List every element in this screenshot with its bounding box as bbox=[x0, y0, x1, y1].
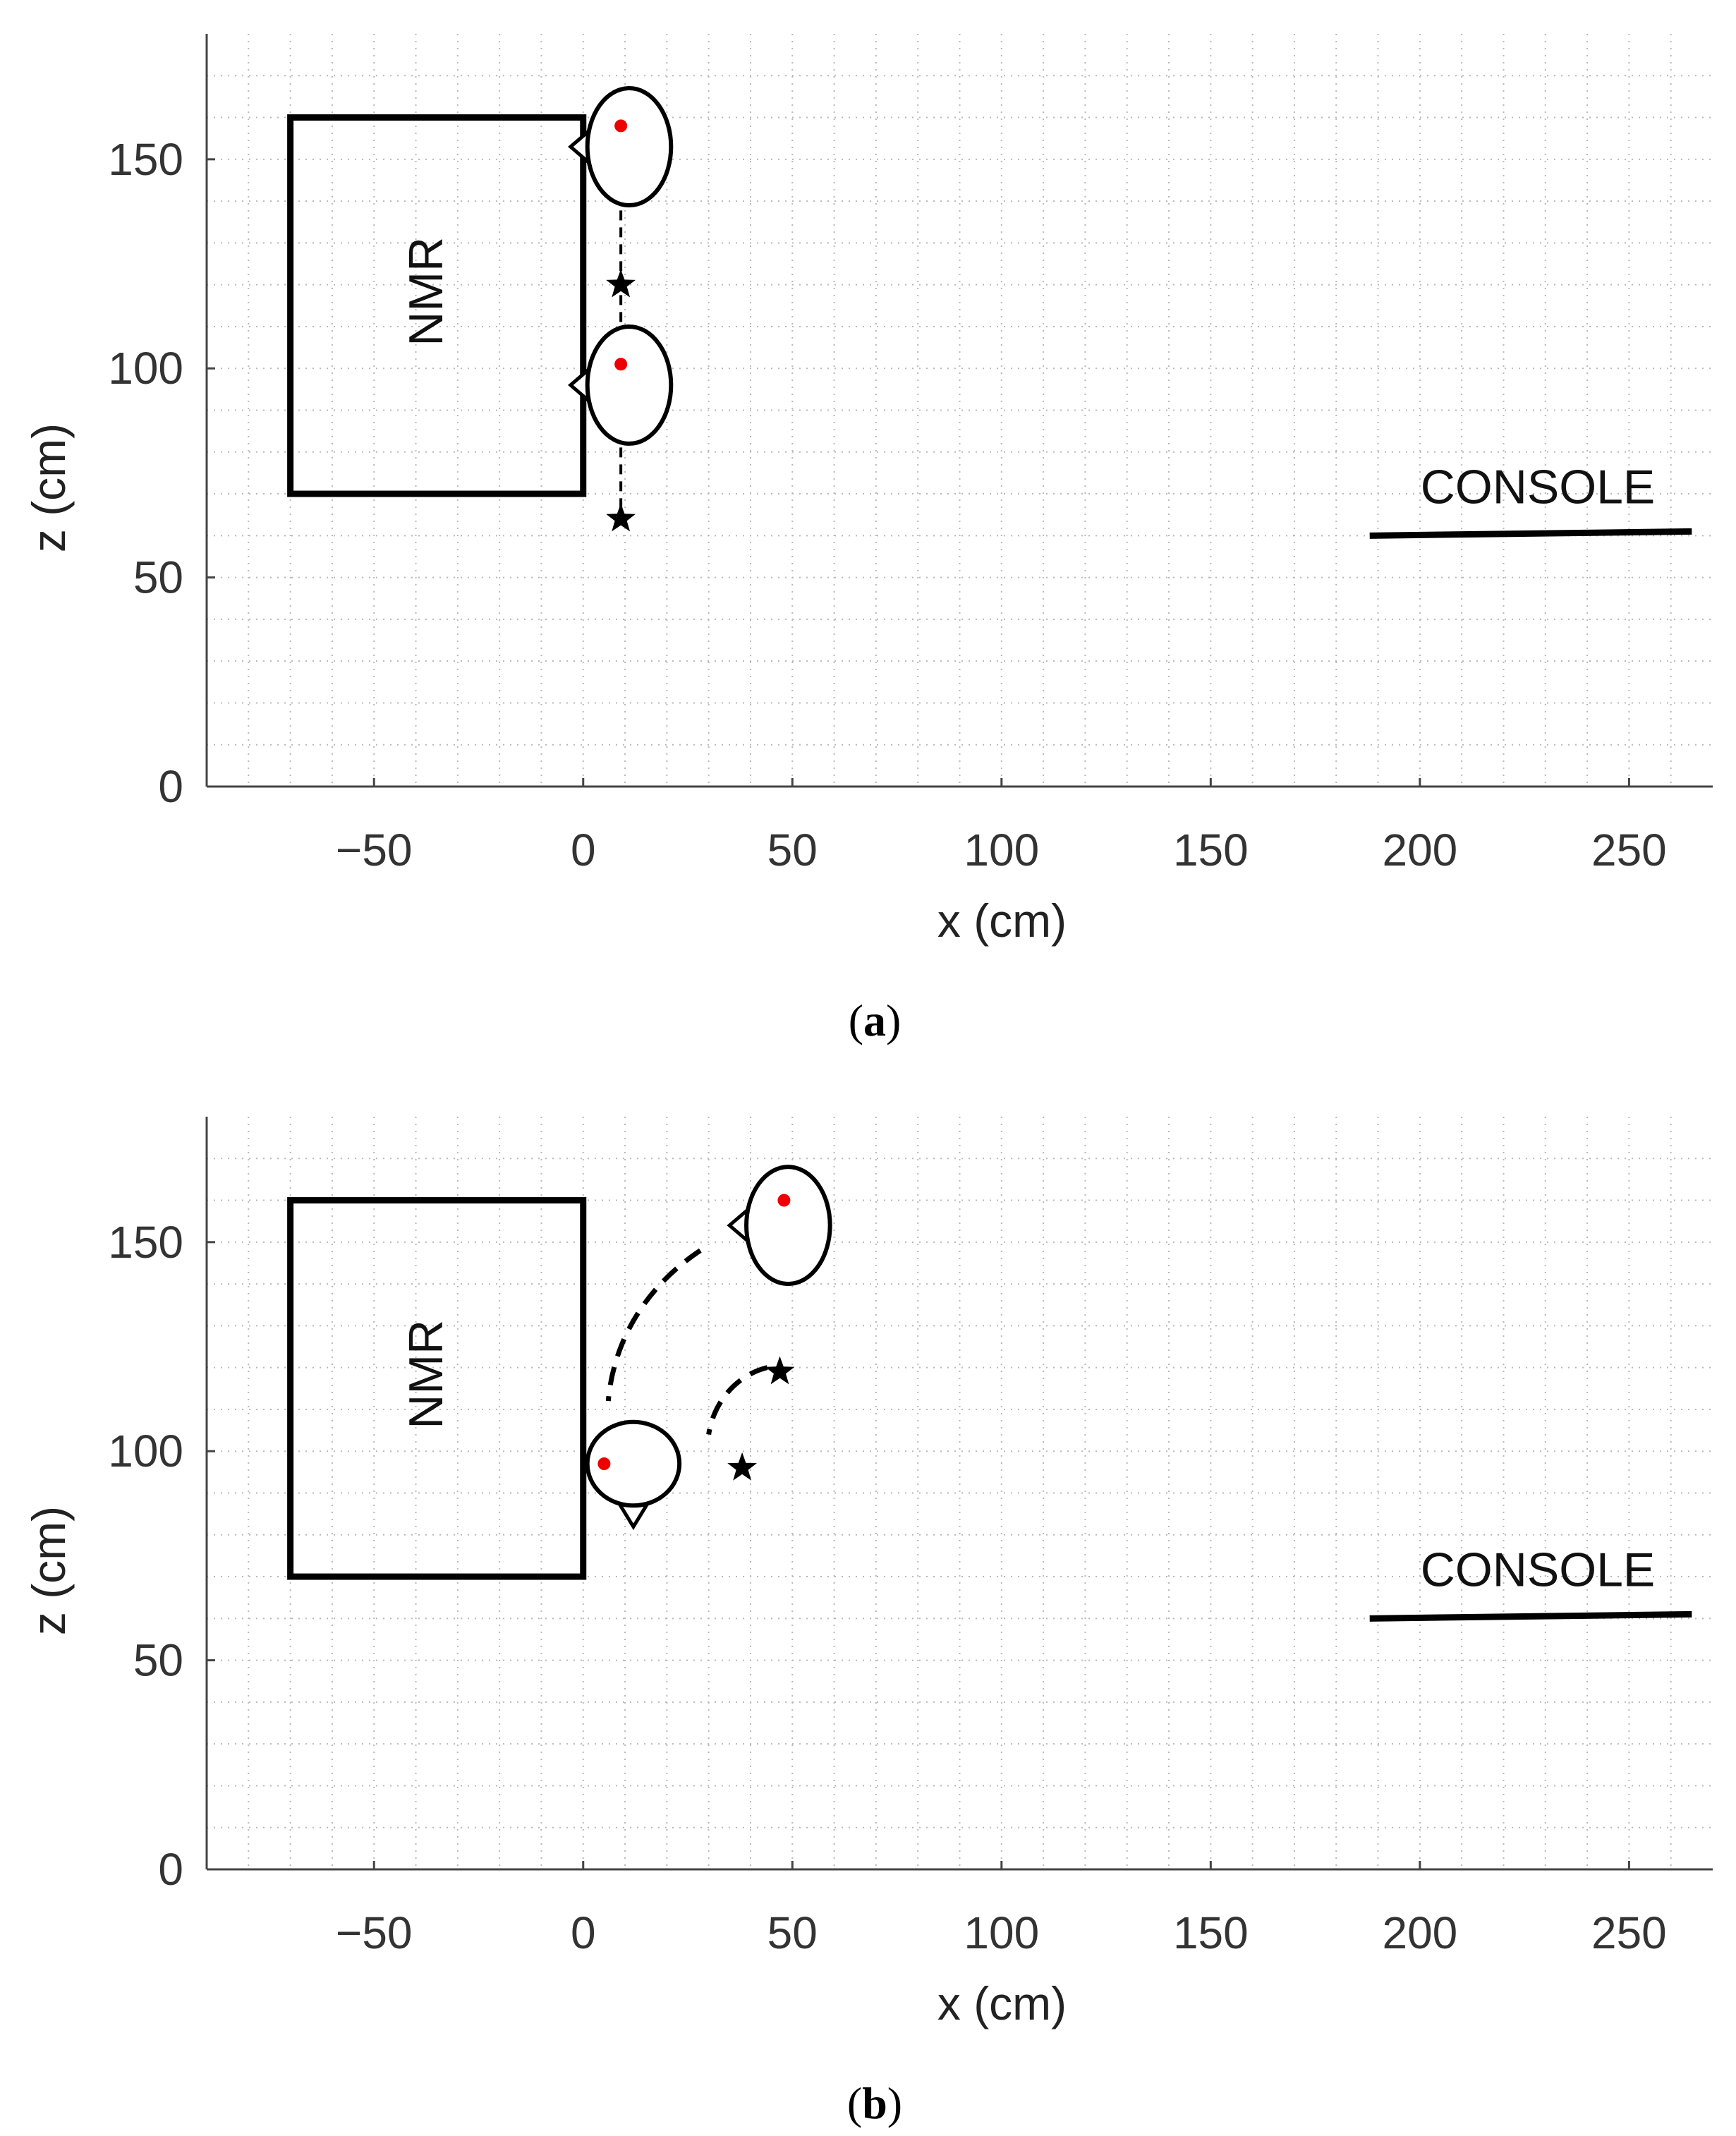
head-ellipse bbox=[585, 324, 674, 446]
sensor-dot bbox=[597, 1457, 611, 1471]
trajectory-path bbox=[706, 1365, 768, 1436]
x-tick-label: 200 bbox=[1382, 825, 1457, 875]
x-tick-label: 200 bbox=[1382, 1907, 1457, 1958]
operator-head bbox=[567, 324, 674, 446]
nmr-magnet bbox=[287, 1197, 587, 1580]
x-tick-label: 50 bbox=[767, 1907, 818, 1958]
operator-head bbox=[567, 86, 674, 208]
panel-b: −50 0 50 100 150 200 250 0 50 100 150 x (cm) z (cm) N… bbox=[23, 1117, 1713, 2128]
x-tick-label: 0 bbox=[571, 1907, 596, 1958]
y-tick-label: 0 bbox=[158, 761, 183, 812]
x-axis-label: x (cm) bbox=[937, 1977, 1067, 2029]
x-tick-label: 50 bbox=[767, 825, 818, 875]
x-tick-label: 0 bbox=[571, 825, 596, 875]
y-axis-label: z (cm) bbox=[23, 423, 75, 552]
y-tick-label: 150 bbox=[108, 1217, 183, 1268]
panel-caption: (a) bbox=[849, 995, 902, 1045]
head-ellipse bbox=[585, 86, 674, 208]
console-line bbox=[1369, 528, 1692, 539]
y-tick-label: 0 bbox=[158, 1844, 183, 1895]
star-marker bbox=[606, 269, 636, 298]
star-marker bbox=[606, 503, 636, 532]
x-axis-label: x (cm) bbox=[937, 894, 1067, 947]
y-axis-label: z (cm) bbox=[23, 1506, 75, 1635]
console-label: CONSOLE bbox=[1421, 1543, 1656, 1596]
panel-caption: (b) bbox=[847, 2078, 902, 2128]
head-ellipse bbox=[744, 1165, 832, 1287]
star-marker bbox=[765, 1356, 795, 1385]
y-tick-label: 100 bbox=[108, 343, 183, 394]
console-label: CONSOLE bbox=[1421, 460, 1656, 514]
y-tick-label: 150 bbox=[108, 134, 183, 185]
x-tick-label: 250 bbox=[1591, 1907, 1667, 1958]
grid bbox=[207, 1117, 1713, 1869]
y-tick-label: 50 bbox=[133, 552, 183, 603]
sensor-dot bbox=[614, 358, 628, 371]
star-marker bbox=[727, 1452, 757, 1481]
operator-head bbox=[727, 1165, 832, 1287]
x-tick-label: −50 bbox=[336, 1907, 413, 1958]
trajectory-path bbox=[605, 1248, 702, 1402]
head-ellipse bbox=[585, 1419, 682, 1508]
grid bbox=[207, 34, 1713, 787]
x-tick-label: 250 bbox=[1591, 825, 1667, 875]
sensor-dot bbox=[777, 1194, 791, 1207]
x-tick-label: 100 bbox=[964, 1907, 1039, 1958]
x-tick-label: −50 bbox=[336, 825, 413, 875]
x-tick-label: 100 bbox=[964, 825, 1039, 875]
y-tick-label: 50 bbox=[133, 1635, 183, 1686]
x-tick-label: 150 bbox=[1173, 1907, 1249, 1958]
sensor-dot bbox=[614, 119, 628, 133]
nmr-magnet bbox=[287, 114, 587, 497]
operator-head bbox=[585, 1419, 682, 1531]
x-tick-label: 150 bbox=[1173, 825, 1249, 875]
nmr-label: NMR bbox=[399, 237, 453, 346]
panel-a: −50 0 50 100 150 200 250 0 50 100 150 x (cm) z (cm) N… bbox=[23, 34, 1713, 1045]
nmr-label: NMR bbox=[399, 1320, 453, 1429]
console-line bbox=[1369, 1610, 1692, 1622]
y-tick-label: 100 bbox=[108, 1426, 183, 1476]
